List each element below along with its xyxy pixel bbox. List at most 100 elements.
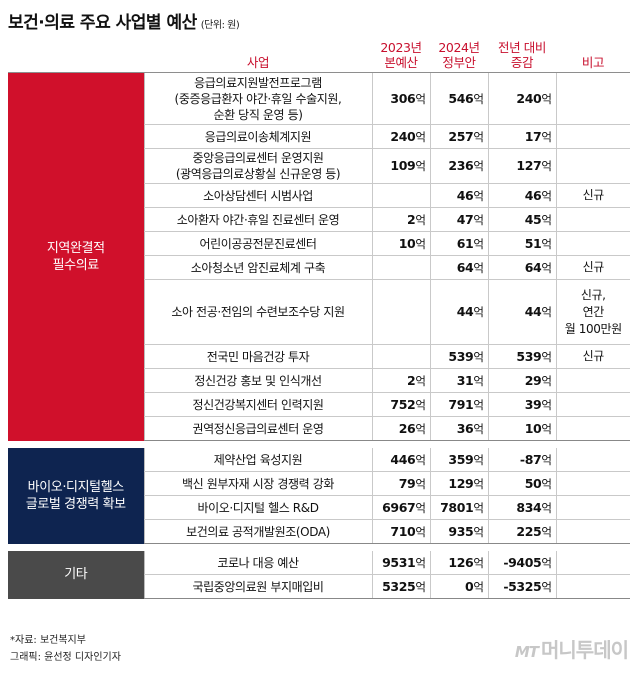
note-cell — [555, 72, 630, 125]
budget-2024-cell: 64억 — [429, 255, 488, 280]
budget-2023-cell: 2억 — [371, 207, 430, 232]
note-cell — [555, 392, 630, 417]
project-name: 소아청소년 암진료체계 구축 — [143, 255, 372, 280]
note-cell: 신규, 연간 월 100만원 — [555, 279, 630, 345]
note-cell — [555, 519, 630, 544]
title-text: 보건·의료 주요 사업별 예산 — [8, 13, 197, 33]
header-project: 사업 — [144, 30, 372, 73]
budget-2023-cell: 26억 — [371, 416, 430, 441]
budget-2024-cell: 539억 — [429, 344, 488, 369]
footer: *자료: 보건복지부 그래픽: 윤선정 디자인기자 — [10, 632, 121, 666]
budget-2023-cell: 710억 — [371, 519, 430, 544]
project-name: 백신 원부자재 시장 경쟁력 강화 — [143, 471, 372, 496]
category-label: 기타 — [8, 551, 144, 599]
credit-text: 그래픽: 윤선정 디자인기자 — [10, 652, 121, 663]
budget-2024-cell: 61억 — [429, 231, 488, 256]
project-name: 소아 전공·전임의 수련보조수당 지원 — [143, 279, 372, 345]
project-name: 국립중앙의료원 부지매입비 — [143, 574, 372, 599]
budget-2023-cell: 5325억 — [371, 574, 430, 599]
table-row: 국립중앙의료원 부지매입비 5325억 0억 -5325억 — [8, 574, 630, 599]
budget-2023-cell: 2억 — [371, 368, 430, 393]
project-name: 소아환자 야간·휴일 진료센터 운영 — [143, 207, 372, 232]
table-row: 보건의료 공적개발원조(ODA) 710억 935억 225억 — [8, 519, 630, 544]
budget-2024-cell: 935억 — [429, 519, 488, 544]
budget-2023-cell: 9531억 — [371, 551, 430, 575]
table-row: 소아 전공·전임의 수련보조수당 지원 44억 44억 신규, 연간 월 100만원 — [8, 279, 630, 345]
change-cell: 240억 — [487, 72, 556, 125]
table-row: 소아청소년 암진료체계 구축 64억 64억 신규 — [8, 255, 630, 280]
project-name: 소아상담센터 시범사업 — [143, 183, 372, 208]
project-name: 어린이공공전문진료센터 — [143, 231, 372, 256]
note-cell — [555, 448, 630, 472]
change-cell: 17억 — [487, 124, 556, 149]
project-name: 정신건강 홍보 및 인식개선 — [143, 368, 372, 393]
project-name: 바이오·디지털 헬스 R&D — [143, 495, 372, 520]
budget-2023-cell: 10억 — [371, 231, 430, 256]
budget-2023-cell: 6967억 — [371, 495, 430, 520]
category-label: 바이오·디지털헬스 글로벌 경쟁력 확보 — [8, 448, 144, 544]
project-name: 중앙응급의료센터 운영지원 (광역응급의료상황실 신규운영 등) — [143, 148, 372, 184]
note-cell: 신규 — [555, 255, 630, 280]
budget-2023-cell: 446억 — [371, 448, 430, 472]
note-cell — [555, 551, 630, 575]
change-cell: 225억 — [487, 519, 556, 544]
project-name: 보건의료 공적개발원조(ODA) — [143, 519, 372, 544]
unit-label: (단위: 원) — [200, 20, 240, 31]
change-cell: 44억 — [487, 279, 556, 345]
change-cell: 50억 — [487, 471, 556, 496]
table-row: 기타 코로나 대응 예산 9531억 126억 -9405억 — [8, 551, 630, 599]
project-name: 코로나 대응 예산 — [143, 551, 372, 575]
note-cell: 신규 — [555, 344, 630, 369]
budget-2024-cell: 47억 — [429, 207, 488, 232]
note-cell — [555, 231, 630, 256]
project-name: 전국민 마음건강 투자 — [143, 344, 372, 369]
table-row: 정신건강복지센터 인력지원 752억 791억 39억 — [8, 392, 630, 417]
logo-mark: MT — [514, 643, 539, 661]
note-cell — [555, 471, 630, 496]
logo-text: 머니투데이 — [541, 638, 629, 662]
change-cell: 834억 — [487, 495, 556, 520]
budget-2023-cell: 306억 — [371, 72, 430, 125]
budget-2023-cell: 79억 — [371, 471, 430, 496]
header-change: 전년 대비 증감 — [488, 30, 556, 73]
table-row: 바이오·디지털헬스 글로벌 경쟁력 확보 제약산업 육성지원 446억 359억 -87억 — [8, 448, 630, 544]
change-cell: 45억 — [487, 207, 556, 232]
table-row: 바이오·디지털 헬스 R&D 6967억 7801억 834억 — [8, 495, 630, 520]
table-row: 전국민 마음건강 투자 539억 539억 신규 — [8, 344, 630, 369]
note-cell — [555, 495, 630, 520]
project-name: 권역정신응급의료센터 운영 — [143, 416, 372, 441]
note-cell: 신규 — [555, 183, 630, 208]
budget-2024-cell: 257억 — [429, 124, 488, 149]
table-row: 소아환자 야간·휴일 진료센터 운영 2억 47억 45억 — [8, 207, 630, 232]
table-row: 어린이공공전문진료센터 10억 61억 51억 — [8, 231, 630, 256]
group-gap — [8, 543, 630, 551]
change-cell: 539억 — [487, 344, 556, 369]
budget-table: 사업 2023년 본예산 2024년 정부안 전년 대비 증감 비고 지역완결적 필수의… — [8, 30, 630, 599]
note-cell — [555, 207, 630, 232]
budget-2024-cell: 126억 — [429, 551, 488, 575]
change-cell: -5325억 — [487, 574, 556, 599]
table-row: 정신건강 홍보 및 인식개선 2억 31억 29억 — [8, 368, 630, 393]
budget-2023-cell — [371, 344, 430, 369]
change-cell: -9405억 — [487, 551, 556, 575]
budget-2023-cell — [371, 279, 430, 345]
budget-2024-cell: 359억 — [429, 448, 488, 472]
budget-2024-cell: 44억 — [429, 279, 488, 345]
change-cell: 39억 — [487, 392, 556, 417]
page-title: 보건·의료 주요 사업별 예산 (단위: 원) — [8, 8, 240, 33]
budget-2024-cell: 129억 — [429, 471, 488, 496]
table-row: 백신 원부자재 시장 경쟁력 강화 79억 129억 50억 — [8, 471, 630, 496]
group-gap — [8, 440, 630, 448]
budget-2023-cell — [371, 183, 430, 208]
project-name: 응급의료지원발전프로그램 (중증응급환자 야간·휴일 수술지원, 순환 당직 운영 … — [143, 72, 372, 125]
note-cell — [555, 416, 630, 441]
budget-2024-cell: 46억 — [429, 183, 488, 208]
note-cell — [555, 124, 630, 149]
project-name: 응급의료이송체계지원 — [143, 124, 372, 149]
budget-2023-cell: 240억 — [371, 124, 430, 149]
budget-2024-cell: 7801억 — [429, 495, 488, 520]
budget-2024-cell: 546억 — [429, 72, 488, 125]
change-cell: 64억 — [487, 255, 556, 280]
change-cell: 127억 — [487, 148, 556, 184]
table-row: 권역정신응급의료센터 운영 26억 36억 10억 — [8, 416, 630, 441]
